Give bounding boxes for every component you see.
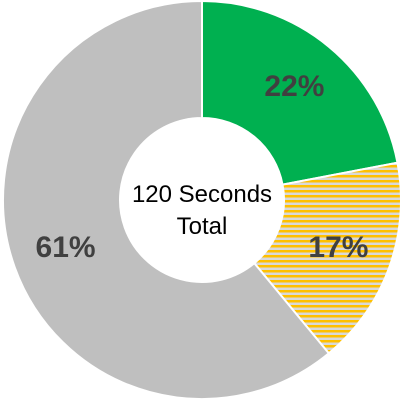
center-label-line2: Total <box>177 213 228 240</box>
labels-group: 22% 17% 61% <box>36 70 369 264</box>
slice-22 <box>201 0 399 186</box>
slice-label-17: 17% <box>308 231 368 264</box>
center-label: 120 Seconds Total <box>132 181 272 240</box>
slice-label-61: 61% <box>36 231 96 264</box>
center-label-line1: 120 Seconds <box>132 181 272 208</box>
slice-17 <box>252 161 402 355</box>
slice-label-22: 22% <box>264 70 324 103</box>
slice-61 <box>2 0 331 400</box>
